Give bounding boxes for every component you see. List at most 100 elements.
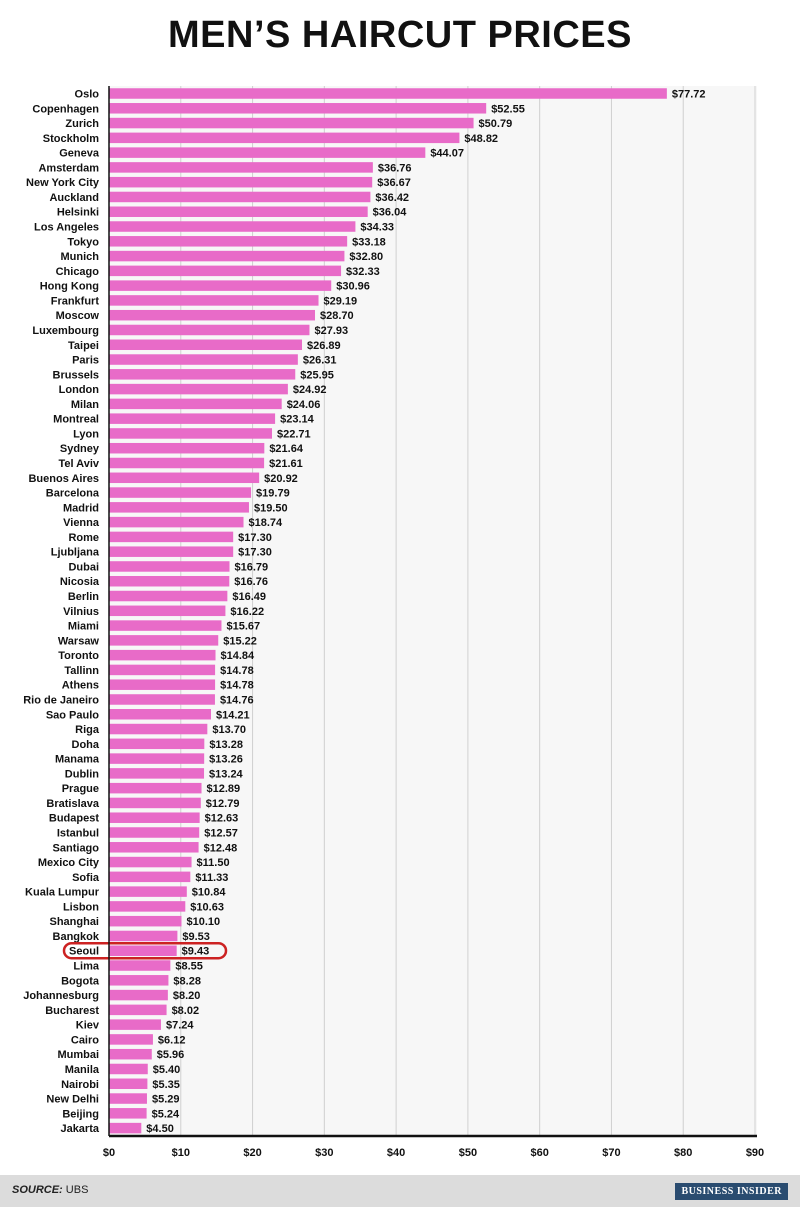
value-label: $5.24 [152, 1108, 180, 1120]
value-label: $20.92 [264, 473, 298, 485]
category-label: Zurich [65, 118, 99, 130]
category-label: Lyon [73, 428, 99, 440]
category-label: Rome [68, 532, 99, 544]
value-label: $10.63 [190, 901, 224, 913]
value-label: $30.96 [336, 281, 370, 293]
bar [109, 664, 216, 676]
value-label: $44.07 [430, 148, 464, 160]
bar [109, 930, 178, 942]
value-label: $17.30 [238, 532, 272, 544]
category-label: Brussels [53, 369, 99, 381]
value-label: $10.84 [192, 887, 227, 899]
category-label: Lisbon [63, 901, 99, 913]
value-label: $26.89 [307, 340, 341, 352]
category-label: Cairo [71, 1034, 99, 1046]
category-label: Nicosia [60, 576, 100, 588]
value-label: $19.79 [256, 488, 290, 500]
category-label: Kiev [76, 1020, 100, 1032]
bar [109, 738, 205, 750]
category-label: Miami [68, 621, 99, 633]
value-label: $8.02 [172, 1005, 200, 1017]
bar [109, 901, 186, 912]
category-label: Nairobi [61, 1079, 99, 1091]
bar [109, 487, 252, 498]
bar [109, 88, 667, 99]
bar [109, 1108, 147, 1119]
value-label: $8.28 [173, 975, 201, 987]
category-label: Berlin [68, 591, 99, 603]
bar [109, 723, 208, 735]
bar [109, 398, 282, 410]
bar [109, 605, 226, 617]
bar [109, 635, 219, 646]
category-label: Bratislava [46, 798, 99, 810]
value-label: $13.70 [212, 724, 246, 736]
value-label: $52.55 [491, 103, 525, 115]
bar [109, 945, 177, 956]
value-label: $28.70 [320, 310, 354, 322]
bar [109, 842, 199, 853]
x-tick-label: $60 [530, 1147, 548, 1159]
value-label: $32.33 [346, 266, 380, 278]
value-label: $14.78 [220, 680, 254, 692]
bar [109, 856, 192, 868]
bar [109, 827, 200, 838]
bar [109, 915, 182, 927]
category-label: Toronto [58, 650, 99, 662]
value-label: $32.80 [349, 251, 383, 263]
category-label: Helsinki [57, 207, 99, 219]
value-label: $9.43 [182, 946, 210, 958]
category-label: Rio de Janeiro [23, 694, 99, 706]
bar [109, 191, 371, 203]
value-label: $21.64 [269, 443, 304, 455]
bar [109, 309, 316, 321]
bar [109, 1078, 148, 1090]
value-label: $33.18 [352, 236, 386, 248]
value-label: $13.24 [209, 768, 244, 780]
value-label: $24.06 [287, 399, 321, 411]
value-label: $12.89 [207, 783, 241, 795]
category-label: Bucharest [45, 1005, 99, 1017]
category-label: New York City [26, 177, 100, 189]
value-label: $8.55 [175, 961, 203, 973]
bar [109, 221, 356, 232]
bar [109, 546, 234, 557]
x-tick-label: $20 [243, 1147, 261, 1159]
x-tick-label: $0 [103, 1147, 115, 1159]
bar [109, 295, 319, 306]
bar [109, 132, 460, 144]
category-label: Dubai [68, 561, 99, 573]
bar [109, 457, 265, 469]
bar [109, 531, 234, 543]
x-tick-label: $50 [459, 1147, 477, 1159]
category-label: Moscow [56, 310, 100, 322]
chart-title: MEN’S HAIRCUT PRICES [168, 14, 632, 56]
value-label: $10.10 [186, 916, 220, 928]
bar [109, 694, 215, 705]
value-label: $9.53 [182, 931, 210, 943]
value-label: $6.12 [158, 1034, 186, 1046]
bar [109, 768, 205, 779]
category-label: Manila [65, 1064, 100, 1076]
category-label: Budapest [49, 813, 99, 825]
bar [109, 265, 342, 277]
bar [109, 753, 205, 764]
value-label: $19.50 [254, 502, 288, 514]
category-label: Stockholm [43, 133, 99, 145]
value-label: $15.67 [226, 621, 260, 633]
value-label: $36.67 [377, 177, 411, 189]
category-label: Doha [72, 739, 100, 751]
value-label: $5.35 [152, 1079, 180, 1091]
value-label: $24.92 [293, 384, 327, 396]
bar [109, 871, 191, 883]
category-label: Warsaw [58, 635, 100, 647]
category-label: Bangkok [53, 931, 100, 943]
category-label: Frankfurt [51, 295, 100, 307]
bar [109, 709, 211, 720]
value-label: $27.93 [314, 325, 348, 337]
value-label: $36.76 [378, 162, 412, 174]
category-label: Sydney [60, 443, 100, 455]
value-label: $34.33 [360, 222, 394, 234]
bar [109, 575, 230, 587]
bar [109, 236, 348, 247]
